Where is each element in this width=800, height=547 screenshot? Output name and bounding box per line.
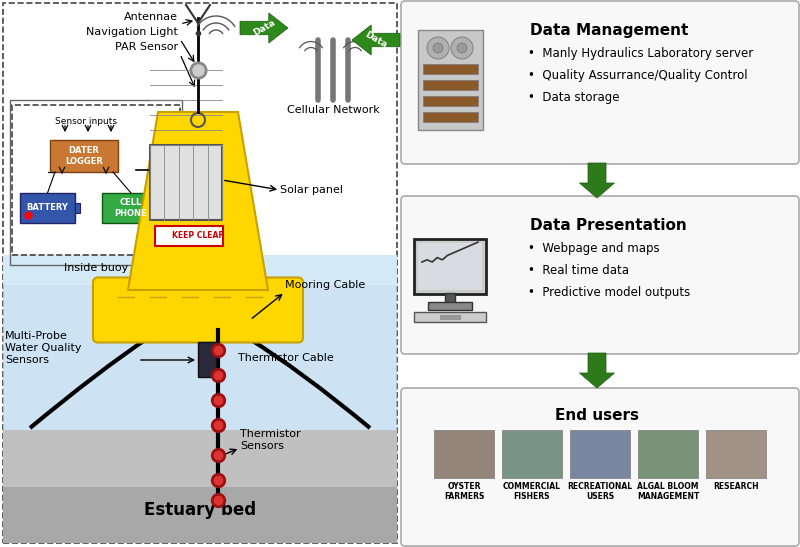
Text: Thermistor Cable: Thermistor Cable [238, 353, 334, 363]
Text: Thermistor
Sensors: Thermistor Sensors [240, 429, 301, 451]
Bar [155, 226, 223, 246]
Bar [10, 100, 182, 265]
Text: ALGAL BLOOM
MANAGEMENT: ALGAL BLOOM MANAGEMENT [637, 482, 699, 502]
Bar [414, 238, 486, 294]
Bar [3, 430, 397, 543]
Text: •  Manly Hydraulics Laboratory server: • Manly Hydraulics Laboratory server [528, 47, 754, 60]
Bar [50, 140, 118, 172]
Text: Multi-Probe
Water Quality
Sensors: Multi-Probe Water Quality Sensors [5, 331, 82, 365]
Bar [502, 430, 562, 478]
Bar [414, 311, 486, 322]
Text: RECREATIONAL
USERS: RECREATIONAL USERS [567, 482, 633, 502]
Bar [3, 255, 397, 432]
Text: Data Presentation: Data Presentation [530, 218, 686, 233]
Circle shape [457, 43, 467, 53]
FancyBboxPatch shape [401, 196, 799, 354]
Bar [12, 105, 180, 255]
Bar [20, 193, 75, 223]
Polygon shape [579, 163, 614, 198]
Bar [440, 315, 460, 318]
Text: Inside buoy: Inside buoy [64, 263, 128, 273]
Polygon shape [579, 353, 614, 388]
Bar [422, 64, 478, 74]
Text: Navigation Light: Navigation Light [86, 27, 178, 37]
Bar [3, 3, 397, 543]
Text: Antennae: Antennae [124, 12, 178, 22]
Circle shape [427, 37, 449, 59]
FancyBboxPatch shape [93, 277, 303, 342]
Text: •  Webpage and maps: • Webpage and maps [528, 242, 660, 255]
Bar [418, 30, 482, 130]
Bar [75, 203, 80, 213]
Bar [422, 96, 478, 106]
Circle shape [451, 37, 473, 59]
Text: DATER
LOGGER: DATER LOGGER [65, 146, 103, 166]
Text: RESEARCH: RESEARCH [713, 482, 759, 491]
Text: Cellular Network: Cellular Network [286, 105, 379, 115]
FancyBboxPatch shape [401, 1, 799, 164]
Bar [150, 145, 222, 220]
Text: Solar panel: Solar panel [280, 185, 343, 195]
Text: COMMERCIAL
FISHERS: COMMERCIAL FISHERS [503, 482, 561, 502]
Bar [638, 430, 698, 478]
Text: End users: End users [555, 408, 639, 423]
Bar [198, 342, 216, 377]
Text: Mooring Cable: Mooring Cable [285, 280, 366, 290]
Text: PAR Sensor: PAR Sensor [115, 42, 178, 52]
Text: CELL
PHONE: CELL PHONE [114, 199, 147, 218]
Text: Sensor inputs: Sensor inputs [55, 117, 117, 126]
Text: BATTERY: BATTERY [26, 203, 69, 212]
Circle shape [433, 43, 443, 53]
Text: •  Real time data: • Real time data [528, 264, 629, 277]
Text: KEEP CLEAR: KEEP CLEAR [172, 231, 224, 241]
Polygon shape [352, 25, 400, 55]
Bar [570, 430, 630, 478]
Bar [434, 430, 494, 478]
Bar [445, 293, 455, 302]
Bar [418, 242, 482, 289]
Text: Data: Data [251, 18, 277, 38]
Bar [422, 112, 478, 122]
Bar [428, 301, 472, 310]
FancyBboxPatch shape [401, 388, 799, 546]
Text: •  Data storage: • Data storage [528, 91, 619, 104]
Bar [3, 255, 397, 285]
Text: OYSTER
FARMERS: OYSTER FARMERS [444, 482, 484, 502]
Text: •  Predictive model outputs: • Predictive model outputs [528, 286, 690, 299]
Text: Data: Data [363, 30, 389, 50]
Bar [3, 486, 397, 543]
Text: Data Management: Data Management [530, 23, 688, 38]
Polygon shape [240, 13, 288, 43]
Polygon shape [128, 112, 268, 290]
Bar [422, 80, 478, 90]
Bar [102, 193, 160, 223]
Text: •  Quality Assurrance/Quality Control: • Quality Assurrance/Quality Control [528, 69, 748, 82]
Text: Estuary bed: Estuary bed [144, 501, 256, 519]
Bar [706, 430, 766, 478]
